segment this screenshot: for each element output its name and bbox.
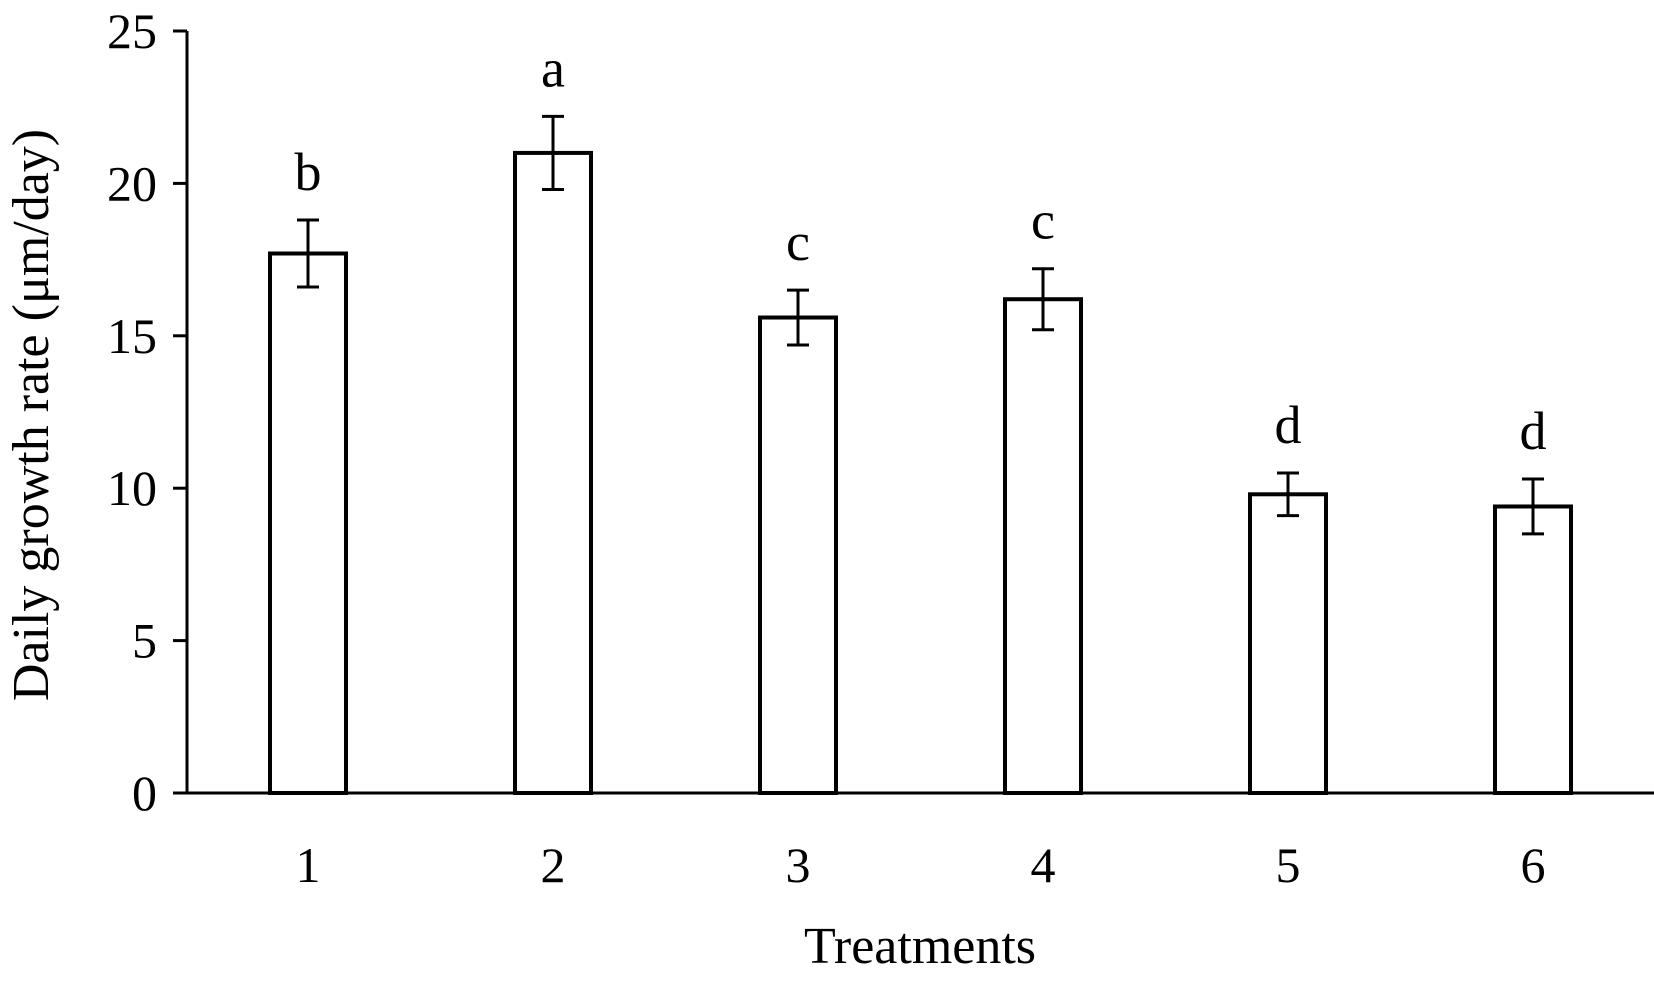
x-tick-label: 6 (1521, 837, 1546, 893)
bar-6 (1493, 504, 1573, 795)
y-axis-ticks: 0 5 10 15 20 25 (107, 3, 187, 821)
bar-1 (268, 251, 348, 795)
y-tick-label: 10 (107, 460, 157, 516)
significance-labels: b a c c d d (295, 38, 1547, 461)
x-axis-title: Treatments (804, 918, 1036, 975)
x-tick-label: 1 (296, 837, 321, 893)
significance-label: d (1275, 395, 1302, 455)
y-axis-title: Daily growth rate (μm/day) (3, 129, 60, 701)
x-tick-label: 3 (786, 837, 811, 893)
x-axis-ticks: 1 2 3 4 5 6 (296, 837, 1546, 893)
y-tick-label: 25 (107, 3, 157, 59)
significance-label: a (541, 38, 565, 98)
y-tick-label: 15 (107, 308, 157, 364)
y-tick-label: 5 (132, 613, 157, 669)
bars (268, 150, 1573, 796)
y-tick-label: 0 (132, 765, 157, 821)
significance-label: d (1520, 401, 1547, 461)
x-tick-label: 2 (541, 837, 566, 893)
bar-5 (1248, 492, 1328, 795)
significance-label: c (786, 212, 810, 272)
x-tick-label: 4 (1031, 837, 1056, 893)
significance-label: c (1031, 191, 1055, 251)
y-tick-label: 20 (107, 155, 157, 211)
error-bars (297, 114, 1544, 536)
bar-4 (1003, 297, 1083, 795)
bar-2 (513, 150, 593, 796)
bar-3 (758, 315, 838, 795)
significance-label: b (295, 142, 322, 202)
x-tick-label: 5 (1276, 837, 1301, 893)
